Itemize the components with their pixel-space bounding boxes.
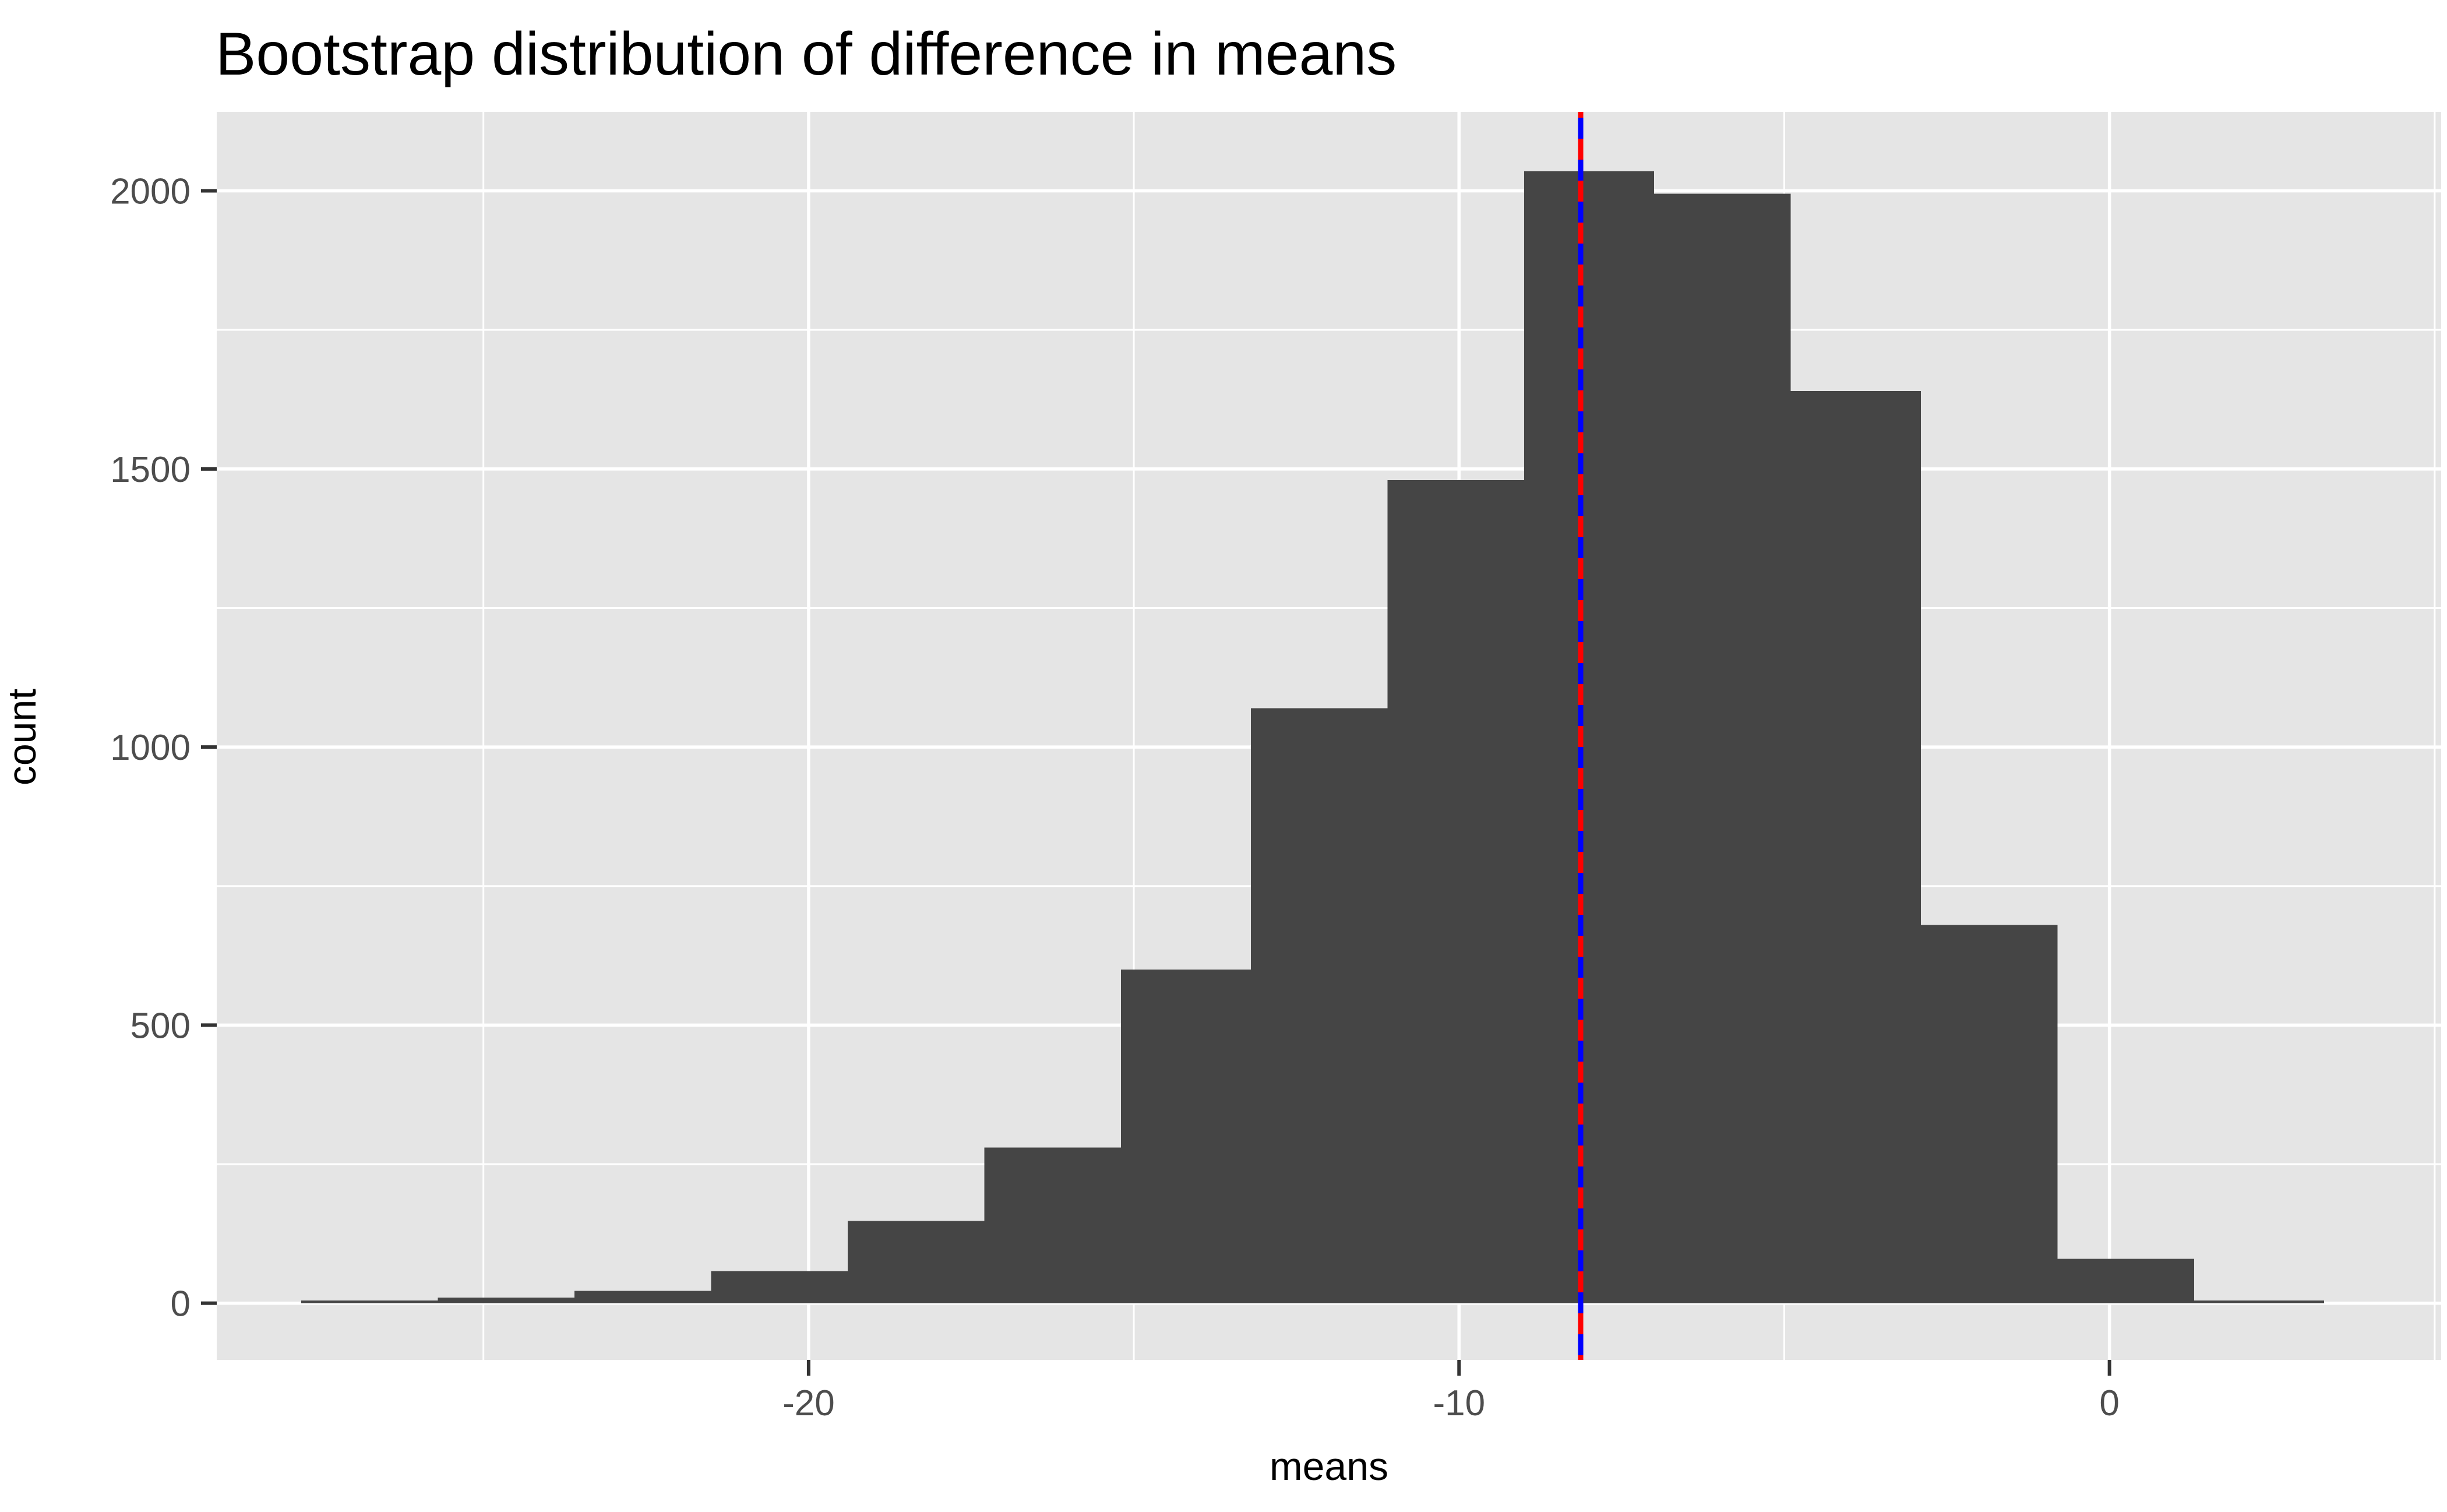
y-tick-label: 500 [131, 1006, 191, 1046]
histogram-bar [711, 1271, 848, 1303]
y-tick-label: 1000 [110, 728, 191, 768]
y-tick-label: 0 [171, 1284, 191, 1324]
histogram-bar [1120, 969, 1251, 1303]
histogram-bar [1524, 171, 1655, 1303]
histogram-bar [1654, 193, 1791, 1303]
y-tick-label: 1500 [110, 450, 191, 490]
x-tick-label: -20 [782, 1383, 835, 1423]
histogram-bar [1790, 391, 1921, 1303]
histogram-bar [984, 1147, 1121, 1303]
histogram-bar [574, 1291, 711, 1303]
y-axis-title: count [0, 688, 44, 786]
histogram-bar [1920, 925, 2058, 1303]
histogram-bar [2057, 1259, 2194, 1303]
histogram-bar [2194, 1300, 2325, 1303]
histogram-bar [438, 1298, 575, 1303]
x-tick-label: -10 [1433, 1383, 1485, 1423]
x-tick-label: 0 [2099, 1383, 2119, 1423]
y-tick-label: 2000 [110, 172, 191, 212]
histogram-bar [847, 1221, 985, 1303]
histogram-bar [1387, 480, 1524, 1303]
histogram-bar [1251, 708, 1388, 1303]
histogram-bar [301, 1300, 438, 1303]
chart-title: Bootstrap distribution of difference in … [216, 20, 1397, 88]
x-axis-title: means [1269, 1444, 1389, 1489]
